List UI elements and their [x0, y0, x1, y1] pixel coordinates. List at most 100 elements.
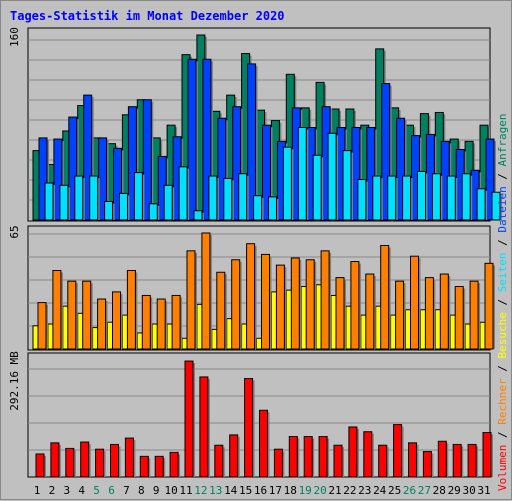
- x-tick-label: 28: [433, 484, 446, 497]
- bar-volumen-day-20: [318, 436, 328, 478]
- bar-rechner-day-15: [246, 243, 256, 350]
- bar-rechner-day-9: [156, 298, 166, 350]
- legend-rechner: Rechner: [496, 378, 509, 425]
- bar-volumen-day-23: [363, 431, 373, 478]
- bar-volumen-day-4: [80, 441, 90, 478]
- x-tick-label: 19: [299, 484, 312, 497]
- bar-rechner-day-13: [216, 271, 226, 350]
- x-tick-label: 18: [284, 484, 297, 497]
- bar-dateien-day-13: [217, 117, 227, 221]
- bar-seiten-day-31: [491, 191, 501, 221]
- bar-seiten-day-22: [357, 179, 367, 221]
- bar-dateien-day-14: [232, 106, 242, 221]
- bar-seiten-day-18: [297, 127, 307, 221]
- bar-seiten-day-16: [268, 196, 277, 221]
- bar-seiten-day-25: [402, 175, 412, 221]
- bar-dateien-day-1: [38, 137, 48, 221]
- panel-volume-max-label: 292.16 MB: [8, 351, 21, 411]
- bar-volumen-day-27: [422, 451, 432, 478]
- bar-rechner-day-6: [112, 291, 121, 350]
- bar-seiten-day-3: [74, 175, 84, 221]
- bar-dateien-day-3: [68, 116, 78, 221]
- bar-volumen-day-17: [273, 448, 283, 478]
- right-legend: Volumen / Rechner / Besuche / Seiten / D…: [496, 113, 509, 491]
- panel-requests-max-label: 160: [8, 27, 21, 47]
- bar-seiten-day-21: [342, 150, 352, 221]
- bar-volumen-day-7: [124, 437, 134, 478]
- bar-rechner-day-23: [365, 273, 375, 350]
- bar-volumen-day-11: [184, 360, 194, 478]
- bar-volumen-day-28: [437, 440, 447, 478]
- x-tick-label: 15: [239, 484, 252, 497]
- bar-rechner-day-28: [439, 273, 449, 350]
- bar-seiten-day-4: [89, 175, 99, 221]
- bar-rechner-day-3: [67, 280, 77, 350]
- bar-dateien-day-6: [113, 147, 122, 221]
- bar-volumen-day-1: [35, 453, 45, 478]
- bar-volumen-day-16: [259, 409, 268, 478]
- x-tick-label: 24: [373, 484, 387, 497]
- bar-volumen-day-15: [244, 378, 254, 478]
- x-tick-label: 2: [49, 484, 56, 497]
- bar-rechner-day-30: [469, 280, 479, 350]
- bar-rechner-day-20: [320, 250, 330, 350]
- panel-visits-max-label: 65: [8, 225, 21, 238]
- panel-visits: 65: [8, 225, 495, 351]
- bar-volumen-day-31: [482, 432, 492, 478]
- panel-requests-bars: [32, 34, 502, 221]
- x-tick-label: 21: [328, 484, 341, 497]
- legend-separator: /: [496, 292, 509, 312]
- bar-rechner-day-7: [126, 269, 136, 350]
- chart-title: Tages-Statistik im Monat Dezember 2020: [10, 9, 285, 23]
- bar-volumen-day-8: [139, 455, 149, 478]
- bar-rechner-day-4: [82, 280, 92, 350]
- legend-separator: /: [496, 233, 509, 253]
- bar-seiten-day-24: [387, 175, 397, 221]
- x-tick-label: 26: [403, 484, 416, 497]
- bar-rechner-day-10: [171, 294, 181, 350]
- bar-volumen-day-13: [214, 444, 224, 478]
- x-tick-label: 22: [343, 484, 356, 497]
- legend-besuche: Besuche: [496, 312, 509, 358]
- bar-rechner-day-16: [261, 253, 270, 350]
- x-tick-label: 16: [254, 484, 267, 497]
- bar-rechner-day-17: [275, 264, 285, 350]
- x-tick-label: 4: [78, 484, 85, 497]
- panel-volume: 292.16 MB: [8, 351, 493, 478]
- bar-rechner-day-26: [410, 255, 419, 350]
- x-tick-label: 1: [34, 484, 41, 497]
- x-tick-label: 27: [418, 484, 431, 497]
- bar-seiten-day-7: [133, 172, 143, 221]
- bar-dateien-day-8: [142, 99, 152, 221]
- bar-volumen-day-3: [65, 447, 75, 478]
- bar-rechner-day-12: [201, 232, 211, 350]
- panel-visits-bars: [32, 232, 495, 350]
- x-axis-tick-labels: 1 2 3 4 5 6 7 8 9 10 11 12 13 14 15 16 17 18 19 20 21 22 23 24 2…: [34, 484, 491, 497]
- bar-volumen-day-19: [303, 436, 313, 478]
- bar-volumen-day-24: [378, 444, 388, 478]
- bar-seiten-day-23: [372, 175, 382, 221]
- bar-seiten-day-6: [119, 192, 128, 221]
- bar-volumen-day-18: [288, 436, 298, 478]
- bar-volumen-day-14: [229, 434, 239, 478]
- legend-dateien: Dateien: [496, 186, 509, 232]
- bar-dateien-day-12: [202, 58, 212, 221]
- x-tick-label: 23: [358, 484, 371, 497]
- bar-dateien-day-25: [396, 117, 406, 221]
- bar-seiten-day-17: [282, 146, 292, 221]
- bar-dateien-day-31: [485, 138, 495, 221]
- x-tick-label: 20: [313, 484, 326, 497]
- bar-seiten-day-19: [312, 154, 322, 221]
- bar-seiten-day-30: [476, 188, 486, 221]
- bar-seiten-day-13: [223, 177, 233, 221]
- bar-rechner-day-18: [290, 257, 300, 350]
- bar-rechner-day-27: [424, 277, 434, 350]
- bar-seiten-day-26: [417, 170, 426, 221]
- bar-seiten-day-5: [104, 201, 114, 221]
- legend-volumen: Volumen: [496, 445, 509, 491]
- bar-rechner-day-1: [37, 302, 47, 350]
- bar-seiten-day-2: [59, 184, 69, 221]
- bar-rechner-day-14: [231, 259, 241, 350]
